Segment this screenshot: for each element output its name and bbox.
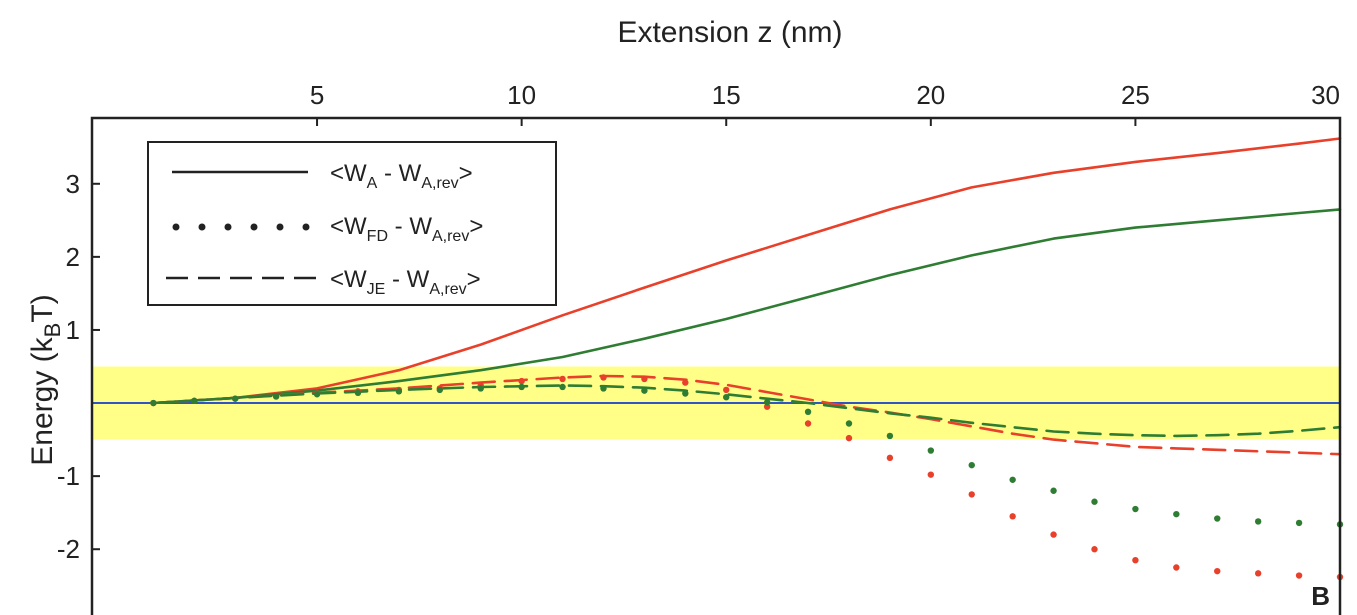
series-dotted-red-point [1132,556,1139,564]
x-axis-title: Extension z (nm) [617,16,842,49]
series-dotted-green-point [1254,518,1262,525]
series-dotted-green-point [804,408,812,416]
x-tick-label: 5 [310,80,324,110]
legend-swatch-dot [172,223,180,231]
x-tick-label: 20 [916,80,945,110]
series-dotted-green-point [150,399,157,407]
x-tick-label: 10 [507,80,536,110]
series-dotted-red-point [682,379,689,386]
series-dotted-green-point [436,386,444,394]
legend-label-subscript: FD [367,228,388,245]
series-dotted-green-point [1132,505,1139,513]
series-dotted-green-point [191,397,198,405]
legend-swatch-dot [224,223,232,231]
series-dotted-green-point [1050,487,1057,494]
legend-label-part: <W [330,213,367,240]
series-dotted-green-point [1009,476,1016,483]
panel-label: B [1311,581,1330,611]
series-dotted-red-point [1295,572,1303,579]
series-dotted-red-point [1254,570,1262,577]
legend-label-part: <W [330,160,367,187]
series-dotted-green-point [232,395,239,402]
series-dotted-red-point [886,454,894,462]
legend-label-subscript: A,rev [429,281,466,298]
series-dotted-green-point [641,387,648,394]
series-dotted-green-point [1173,510,1180,518]
legend: <WA - WA,rev><WFD - WA,rev><WJE - WA,rev… [147,141,557,306]
y-axis-title: Energy (kBT) [26,294,65,465]
series-dotted-green-point [682,390,689,397]
legend-label-part: <W [330,266,367,293]
series-dotted-red-point [1214,567,1221,575]
series-dotted-red-point [968,491,975,498]
legend-swatch-dot [198,223,206,231]
series-dotted-green-point [723,393,730,401]
legend-label-subscript: A,rev [421,175,458,192]
series-dotted-green-point [600,385,607,392]
series-dotted-green-point [1091,498,1098,505]
series-dotted-green-point [763,399,771,406]
series-dotted-red-point [1091,546,1098,553]
legend-label: <WA - WA,rev> [330,160,473,192]
y-tick-label: 3 [66,169,80,199]
legend-swatch-dot [302,223,310,231]
y-axis-title-main: Energy (k [26,336,59,465]
series-dotted-red-point [1173,564,1180,571]
legend-swatch-dot [276,223,284,231]
y-tick-label: -1 [57,461,80,491]
series-dotted-green-point [845,420,853,427]
series-dotted-green-point [518,383,525,391]
legend-label-part: - W [377,160,421,187]
series-dotted-red-point [927,471,935,478]
series-dotted-green-point [354,389,362,397]
series-dotted-green-point [1214,515,1221,522]
plot-frame [90,116,1342,615]
series-dotted-red-point [600,374,607,381]
legend-label-part: > [459,160,473,187]
series-solid-green-line [152,208,1342,405]
series-dotted-green-point [927,447,935,454]
series-dotted-green-point [559,383,566,391]
y-tick-label: 1 [66,315,80,345]
series-dotted-red-point [559,375,566,383]
y-tick-label: -2 [57,534,80,564]
y-tick-label: 2 [66,242,80,272]
series-dotted-green-point [886,432,894,440]
series-dotted-red-point [723,386,730,394]
series-dotted-green-point [1295,519,1303,527]
series-dotted-green-point [272,393,280,400]
series-dotted-red-point [1009,513,1016,520]
y-axis-title-subscript: B [40,323,65,338]
series-dotted-green-point [395,388,403,395]
series-dotted-red-point [518,377,525,385]
legend-label: <WFD - WA,rev> [330,213,483,245]
series-dotted-red-point [641,375,648,383]
series-dotted-green-point [313,391,321,398]
legend-label-subscript: A,rev [432,228,469,245]
series-dotted-green-point [477,385,484,392]
legend-label-subscript: JE [367,281,386,298]
series-solid-red-line [152,137,1342,405]
legend-label-part: - W [388,213,432,240]
legend-label-subscript: A [367,175,378,192]
x-tick-label: 15 [712,80,741,110]
legend-label-part: - W [385,266,429,293]
x-tick-label: 25 [1121,80,1150,110]
series-dotted-red-point [1050,531,1057,538]
series-dotted-green-point [968,461,975,469]
legend-label-part: > [467,266,481,293]
legend-label: <WJE - WA,rev> [330,266,481,298]
series-dotted-red-point [804,420,812,427]
series-dotted-red-point [845,434,853,442]
y-axis-title-tail: T) [26,294,59,322]
legend-label-part: > [469,213,483,240]
x-tick-label: 30 [1311,80,1340,110]
series-dotted-red-point [763,403,771,410]
legend-swatch-dot [250,223,258,231]
